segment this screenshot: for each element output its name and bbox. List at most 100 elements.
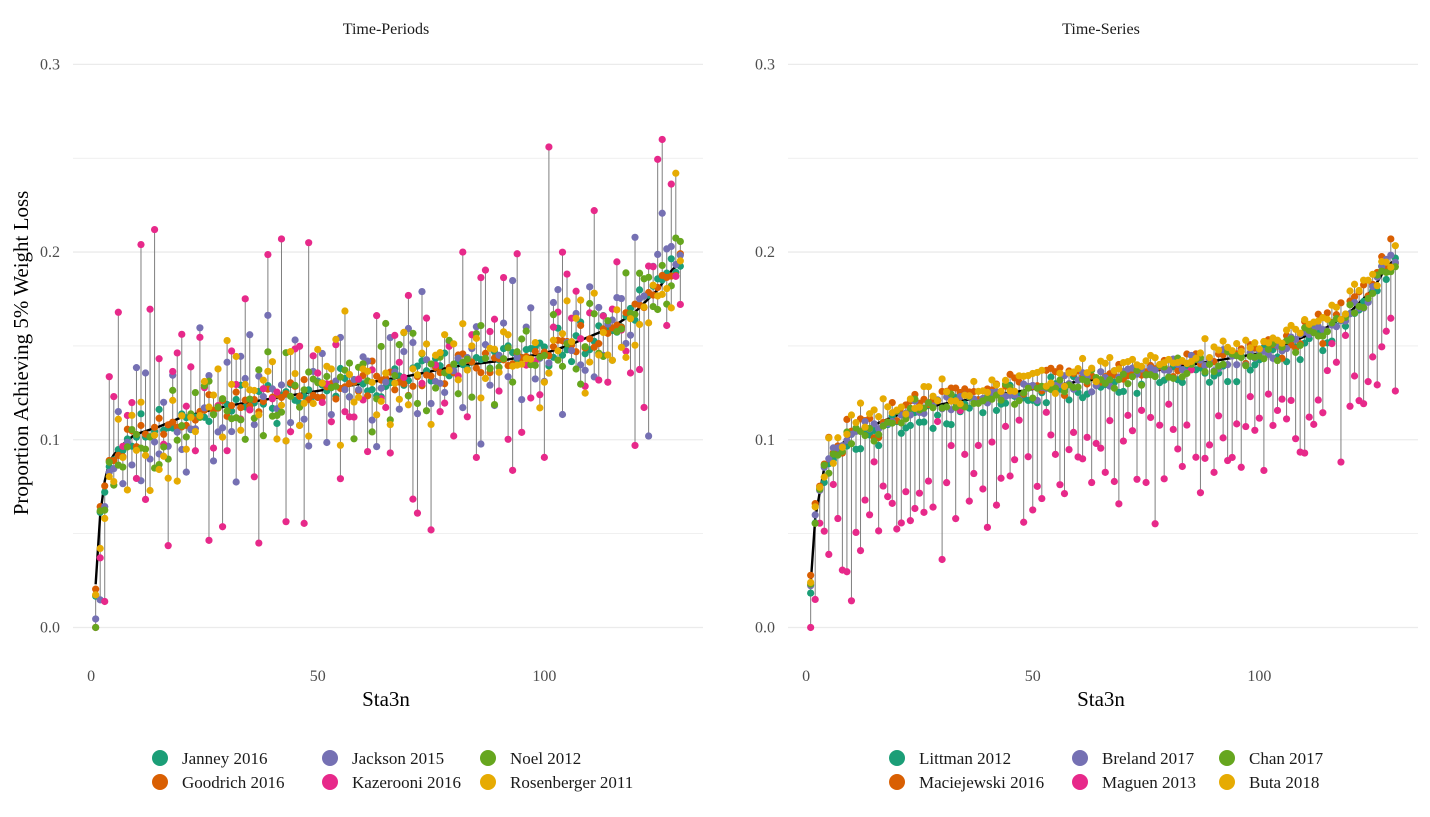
point-rosenberger-2011: [205, 403, 213, 411]
point-goodrich-2016: [409, 382, 417, 390]
point-maguen-2013: [1097, 444, 1105, 452]
point-jackson-2015: [676, 251, 684, 259]
point-rosenberger-2011: [255, 411, 263, 419]
point-maguen-2013: [1029, 506, 1037, 514]
point-maguen-2013: [1242, 422, 1250, 431]
point-jackson-2015: [509, 276, 517, 285]
legend-key: [152, 774, 168, 790]
point-maguen-2013: [1092, 439, 1100, 448]
point-kazerooni-2016: [409, 495, 417, 503]
point-jackson-2015: [626, 331, 635, 339]
point-noel-2012: [581, 343, 589, 351]
point-rosenberger-2011: [345, 370, 354, 379]
y-tick-label: 0.1: [755, 432, 775, 449]
point-jackson-2015: [132, 364, 141, 372]
point-noel-2012: [300, 386, 308, 394]
point-rosenberger-2011: [400, 328, 408, 336]
point-noel-2012: [341, 366, 349, 374]
point-buta-2018: [1051, 389, 1060, 398]
point-noel-2012: [255, 366, 263, 374]
point-buta-2018: [1264, 339, 1273, 347]
point-rosenberger-2011: [264, 367, 272, 375]
point-janney-2016: [137, 410, 145, 418]
point-jackson-2015: [640, 292, 648, 300]
point-maciejewski-2016: [843, 415, 851, 423]
point-rosenberger-2011: [296, 421, 304, 430]
point-rosenberger-2011: [268, 358, 277, 366]
point-chan-2017: [1237, 353, 1245, 362]
point-littman-2012: [897, 429, 905, 437]
point-maguen-2013: [965, 497, 973, 505]
point-littman-2012: [1296, 356, 1304, 364]
point-maguen-2013: [1273, 406, 1282, 415]
point-buta-2018: [861, 423, 869, 431]
point-jackson-2015: [223, 358, 231, 366]
point-maguen-2013: [1051, 450, 1060, 458]
point-kazerooni-2016: [626, 369, 635, 377]
point-jackson-2015: [654, 250, 662, 259]
point-noel-2012: [223, 407, 231, 415]
point-goodrich-2016: [318, 393, 326, 401]
point-maguen-2013: [1369, 353, 1377, 361]
point-buta-2018: [902, 410, 910, 418]
point-noel-2012: [128, 425, 136, 434]
point-chan-2017: [1024, 384, 1032, 392]
point-chan-2017: [1169, 374, 1177, 382]
point-rosenberger-2011: [436, 349, 444, 357]
point-janney-2016: [368, 386, 376, 394]
point-kazerooni-2016: [504, 435, 512, 443]
point-rosenberger-2011: [96, 544, 104, 553]
legend-label: Janney 2016: [182, 749, 267, 768]
point-maguen-2013: [1301, 449, 1309, 457]
point-buta-2018: [915, 403, 924, 411]
point-kazerooni-2016: [354, 375, 363, 383]
point-noel-2012: [182, 433, 190, 441]
point-noel-2012: [490, 401, 499, 409]
legend-key: [1072, 750, 1088, 766]
point-kazerooni-2016: [164, 542, 172, 550]
point-buta-2018: [929, 392, 937, 400]
data-points: [92, 135, 684, 632]
point-littman-2012: [1178, 378, 1186, 387]
point-buta-2018: [1083, 369, 1091, 377]
point-buta-2018: [1056, 369, 1064, 377]
point-buta-2018: [1255, 345, 1263, 353]
point-kazerooni-2016: [300, 519, 308, 527]
point-maguen-2013: [1219, 434, 1227, 442]
point-janney-2016: [540, 343, 548, 351]
point-maguen-2013: [834, 514, 842, 523]
point-maguen-2013: [1133, 475, 1141, 483]
point-jackson-2015: [341, 386, 349, 394]
point-chan-2017: [1219, 360, 1227, 368]
point-goodrich-2016: [481, 349, 490, 357]
point-kazerooni-2016: [268, 395, 277, 403]
point-goodrich-2016: [477, 368, 485, 377]
point-noel-2012: [481, 354, 490, 362]
point-goodrich-2016: [549, 343, 558, 351]
point-rosenberger-2011: [481, 374, 490, 383]
point-rosenberger-2011: [586, 358, 594, 366]
point-jackson-2015: [581, 366, 589, 374]
legend-key: [1219, 774, 1235, 790]
point-chan-2017: [1060, 388, 1069, 396]
point-jackson-2015: [513, 353, 521, 361]
point-maguen-2013: [1260, 466, 1268, 475]
point-buta-2018: [816, 483, 824, 491]
point-rosenberger-2011: [454, 376, 462, 384]
point-kazerooni-2016: [259, 385, 267, 393]
gridlines: [788, 63, 1418, 629]
point-chan-2017: [1319, 332, 1327, 340]
point-maguen-2013: [1387, 314, 1395, 322]
point-noel-2012: [454, 390, 462, 398]
point-jackson-2015: [173, 428, 181, 436]
point-chan-2017: [1151, 372, 1159, 381]
legend: Janney 2016 Goodrich 2016 Jackson 2015 Kaze…: [152, 749, 633, 792]
point-maguen-2013: [1269, 421, 1277, 430]
point-chan-2017: [1119, 370, 1127, 378]
point-chan-2017: [1292, 348, 1300, 357]
x-tick-label: 100: [532, 668, 556, 685]
point-maciejewski-2016: [1323, 309, 1331, 317]
point-littman-2012: [920, 418, 928, 426]
point-noel-2012: [463, 355, 471, 363]
point-kazerooni-2016: [101, 597, 109, 606]
